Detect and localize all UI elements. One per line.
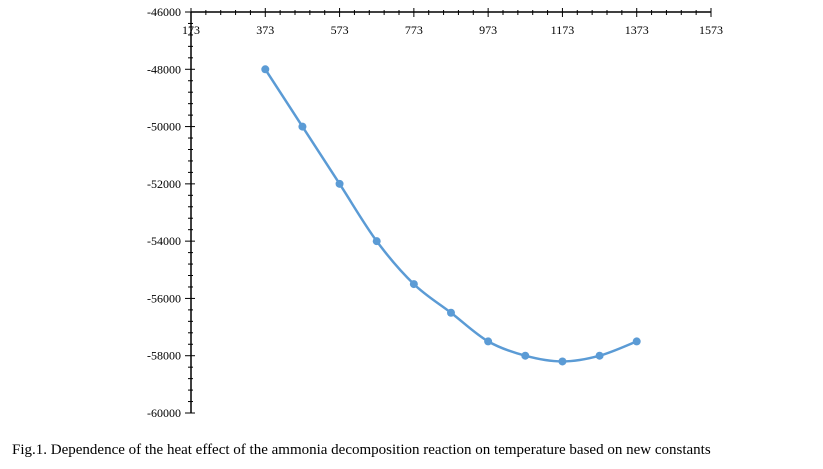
data-point bbox=[335, 179, 344, 188]
x-tick-label: 373 bbox=[256, 23, 274, 37]
x-tick-label: 573 bbox=[331, 23, 349, 37]
data-point bbox=[595, 351, 604, 360]
data-point bbox=[261, 65, 270, 74]
y-tick-label: -54000 bbox=[147, 234, 181, 248]
data-point bbox=[484, 337, 493, 346]
y-tick-label: -50000 bbox=[147, 120, 181, 134]
data-point bbox=[632, 337, 641, 346]
series-line bbox=[264, 68, 638, 363]
figure-caption: Fig.1. Dependence of the heat effect of … bbox=[12, 442, 711, 458]
x-tick-label: 973 bbox=[479, 23, 497, 37]
data-point bbox=[447, 308, 455, 317]
data-point bbox=[558, 357, 567, 366]
y-tick-label: -60000 bbox=[147, 406, 181, 420]
x-tick-label: 773 bbox=[405, 23, 423, 37]
x-tick-label: 1573 bbox=[699, 23, 723, 37]
x-tick-label: 1173 bbox=[551, 23, 575, 37]
y-tick-label: -56000 bbox=[147, 291, 181, 305]
y-tick-label: -58000 bbox=[147, 349, 181, 363]
y-tick-label: -48000 bbox=[147, 62, 181, 76]
chart: 173 373 573 773 973 1173 1373 1573 -46000 -48000 -… bbox=[147, 5, 723, 420]
data-point bbox=[298, 122, 307, 131]
data-point bbox=[521, 351, 530, 360]
x-tick-label: 173 bbox=[182, 23, 200, 37]
series-layer bbox=[261, 65, 641, 366]
data-point bbox=[409, 280, 418, 289]
x-tick-label: 1373 bbox=[625, 23, 649, 37]
axes: 173 373 573 773 973 1173 1373 1573 -46000 -48000 -… bbox=[147, 5, 723, 420]
y-tick-label: -52000 bbox=[147, 177, 181, 191]
data-point bbox=[372, 237, 381, 246]
y-tick-label: -46000 bbox=[147, 5, 181, 19]
